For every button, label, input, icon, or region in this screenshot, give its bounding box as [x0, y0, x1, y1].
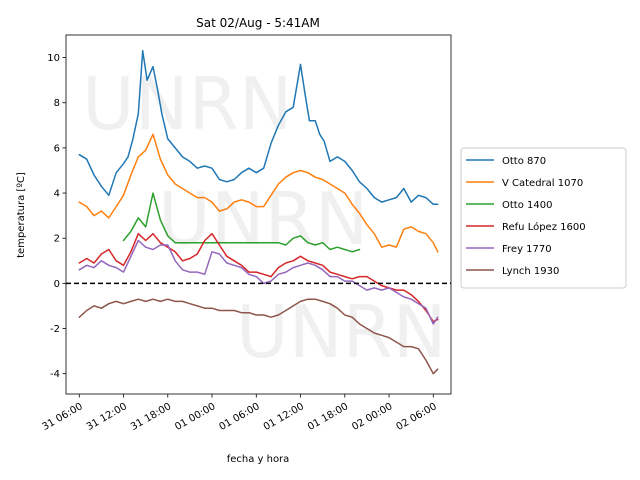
x-tick-label: 01 12:00 — [262, 401, 306, 433]
series-line-1 — [78, 133, 439, 253]
y-tick-label: 6 — [54, 143, 60, 154]
y-axis-title: temperatura [ºC] — [16, 172, 27, 258]
watermark-text: UNRN — [82, 62, 292, 146]
series-line-2 — [122, 192, 361, 253]
legend-label: Lynch 1930 — [502, 266, 559, 277]
x-tick-label: 31 12:00 — [85, 401, 129, 433]
y-tick-label: 2 — [54, 234, 60, 245]
y-tick-label: 10 — [47, 53, 60, 64]
series-line-4 — [78, 239, 439, 325]
series-line-3 — [78, 232, 439, 323]
x-tick-label: 01 18:00 — [306, 401, 350, 433]
x-tick-label: 31 18:00 — [129, 401, 173, 433]
axes-frame — [65, 34, 452, 395]
x-tick-label: 31 06:00 — [41, 401, 85, 433]
legend: Otto 870 V Catedral 1070 Otto 1400 Refu Lóp… — [460, 147, 627, 289]
x-tick-label: 02 00:00 — [350, 401, 394, 433]
watermark-layer: UNRN UNRN UNRN — [82, 62, 446, 374]
y-tick-label: -2 — [50, 324, 60, 335]
legend-box — [460, 147, 627, 289]
x-tick-label: 01 06:00 — [218, 401, 262, 433]
legend-label: Frey 1770 — [502, 244, 552, 255]
y-tick-label: 8 — [54, 98, 60, 109]
legend-label: Otto 1400 — [502, 200, 552, 211]
chart-title: Sat 02/Aug - 5:41AM — [196, 16, 320, 30]
series-line-0 — [78, 50, 439, 206]
series-line-5 — [78, 298, 439, 375]
legend-label: V Catedral 1070 — [502, 178, 583, 189]
x-axis-title: fecha y hora — [227, 454, 290, 465]
legend-label: Otto 870 — [502, 156, 546, 167]
y-tick-label: -4 — [50, 369, 60, 380]
plot-area — [66, 50, 451, 375]
x-tick-label: 02 06:00 — [395, 401, 439, 433]
y-tick-label: 0 — [54, 279, 60, 290]
watermark-text: UNRN — [236, 290, 446, 374]
x-tick-label: 01 00:00 — [173, 401, 217, 433]
legend-label: Refu López 1600 — [502, 221, 586, 233]
watermark-text: UNRN — [158, 177, 368, 261]
y-tick-label: 4 — [54, 189, 60, 200]
